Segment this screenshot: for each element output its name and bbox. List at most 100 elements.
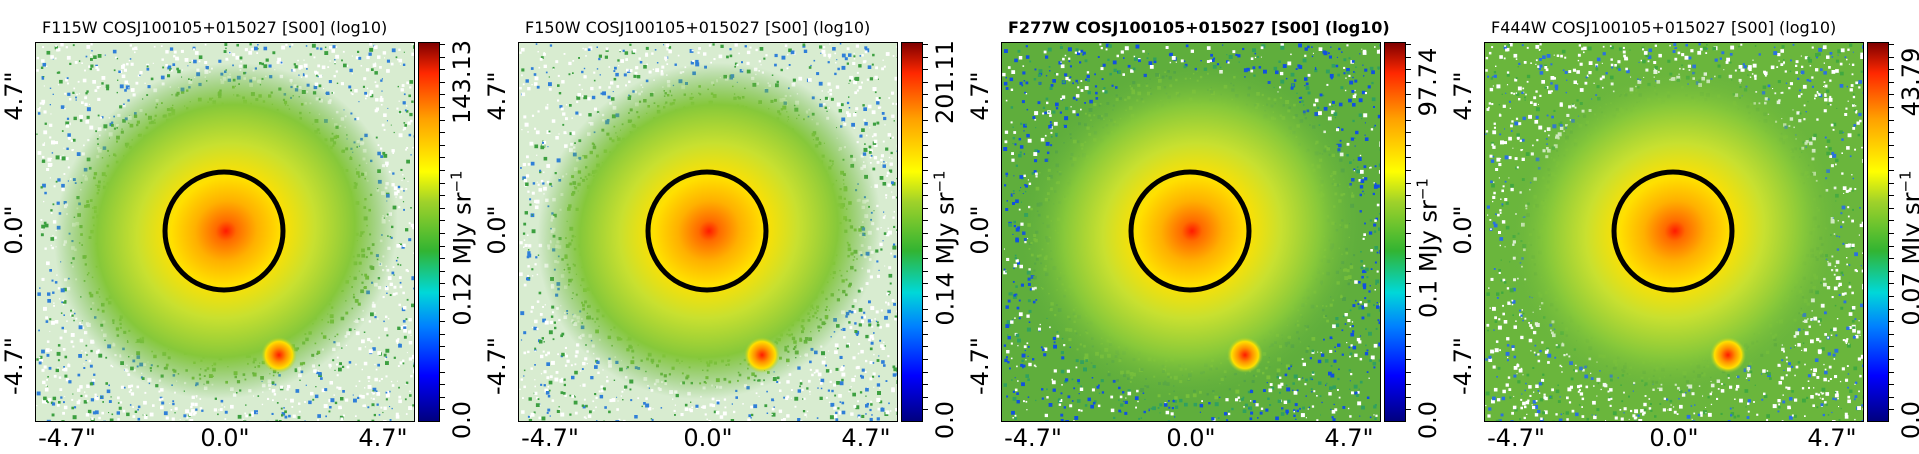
colorbar-tick (440, 245, 445, 247)
colorbar-tick (440, 220, 445, 222)
y-tick-label: 0.0" (1449, 205, 1477, 255)
colorbar-tick (923, 220, 928, 222)
colorbar-tick (1889, 94, 1894, 96)
colorbar-tick (1889, 308, 1894, 310)
colorbar-tick (440, 170, 445, 171)
colorbar-tick (1889, 207, 1894, 209)
colorbar-tick (1406, 81, 1411, 83)
y-tick-label: 4.7" (0, 71, 28, 121)
colorbar-tick (1889, 107, 1894, 108)
colorbar-tick (1406, 220, 1411, 222)
colorbar-tick (1889, 69, 1894, 71)
aperture-circle (162, 169, 286, 293)
colorbar-tick (1889, 396, 1894, 398)
colorbar-unit-label: 0.07 MJy sr−1 (1896, 170, 1919, 326)
colorbar-tick (440, 157, 445, 159)
y-tick-label: -4.7" (0, 337, 28, 395)
colorbar-max-label: 43.79 (1897, 47, 1919, 117)
y-tick-label: -4.7" (483, 337, 511, 395)
x-tick-label: -4.7" (521, 424, 579, 452)
colorbar-tick (1889, 56, 1894, 58)
colorbar-tick (923, 308, 928, 310)
colorbar-tick (1406, 119, 1411, 121)
x-tick-label: 4.7" (358, 424, 408, 452)
colorbar-tick (1889, 245, 1894, 247)
colorbar-tick (923, 245, 928, 247)
colorbar-tick (1889, 371, 1894, 373)
colorbar-tick (1406, 409, 1411, 411)
colorbar-tick (923, 132, 928, 134)
colorbar-tick (440, 107, 445, 108)
colorbar-tick (1889, 321, 1894, 323)
colorbar-tick (440, 132, 445, 134)
colorbar-tick (440, 119, 445, 121)
colorbar-min-label: 0.0 (931, 400, 959, 440)
colorbar-tick (923, 107, 928, 108)
galaxy-image (1484, 42, 1864, 422)
colorbar-tick (440, 371, 445, 373)
colorbar-tick (1406, 69, 1411, 71)
colorbar-tick (1406, 245, 1411, 247)
colorbar-tick (1406, 346, 1411, 348)
colorbar-tick (440, 296, 445, 297)
image-panel-3: F277W COSJ100105+015027 [S00] (log10) -4.… (966, 0, 1443, 454)
colorbar-tick (1889, 233, 1894, 234)
colorbar-tick (440, 270, 445, 272)
colorbar-tick (1889, 409, 1894, 411)
y-tick-label: 4.7" (483, 71, 511, 121)
colorbar-tick (923, 69, 928, 71)
galaxy-image (518, 42, 898, 422)
colorbar-max-label: 143.13 (448, 40, 476, 124)
colorbar-tick (1406, 195, 1411, 197)
colorbar-tick (923, 81, 928, 83)
colorbar-tick (440, 396, 445, 398)
x-tick-label: 4.7" (1324, 424, 1374, 452)
colorbar-tick (1406, 182, 1411, 184)
colorbar-tick (1889, 195, 1894, 197)
colorbar (1384, 42, 1406, 422)
colorbar-tick (1889, 220, 1894, 222)
colorbar-tick (440, 346, 445, 348)
colorbar-tick (923, 119, 928, 121)
colorbar-tick (923, 270, 928, 272)
colorbar-tick (440, 321, 445, 323)
colorbar-tick (1406, 359, 1411, 360)
panel-title: F277W COSJ100105+015027 [S00] (log10) (1008, 18, 1390, 37)
colorbar-tick (1406, 170, 1411, 171)
colorbar-tick (923, 371, 928, 373)
colorbar-tick (923, 333, 928, 335)
x-tick-label: 0.0" (683, 424, 733, 452)
colorbar-tick (1406, 371, 1411, 373)
colorbar-tick (440, 81, 445, 83)
x-tick-label: 0.0" (1166, 424, 1216, 452)
colorbar-tick (1889, 132, 1894, 134)
colorbar-tick (923, 195, 928, 197)
aperture-circle (645, 169, 769, 293)
y-tick-label: 4.7" (1449, 71, 1477, 121)
x-tick-label: -4.7" (38, 424, 96, 452)
colorbar-tick (1889, 157, 1894, 159)
x-tick-label: 0.0" (200, 424, 250, 452)
colorbar-tick (1406, 384, 1411, 386)
colorbar-tick (923, 359, 928, 360)
panel-title: F115W COSJ100105+015027 [S00] (log10) (42, 18, 388, 37)
colorbar-tick (1889, 296, 1894, 297)
colorbar-tick (1889, 346, 1894, 348)
colorbar-tick (440, 144, 445, 146)
colorbar-tick (440, 283, 445, 285)
colorbar-tick (1406, 233, 1411, 234)
colorbar-tick (1406, 94, 1411, 96)
colorbar-tick (440, 359, 445, 360)
colorbar-tick (440, 207, 445, 209)
colorbar-tick (923, 94, 928, 96)
colorbar-tick (1889, 359, 1894, 360)
colorbar-tick (440, 94, 445, 96)
colorbar-tick (440, 258, 445, 260)
colorbar-tick (440, 308, 445, 310)
y-tick-label: -4.7" (1449, 337, 1477, 395)
colorbar-tick (1889, 119, 1894, 121)
image-panel-1: F115W COSJ100105+015027 [S00] (log10) -4.… (0, 0, 477, 454)
x-tick-label: 4.7" (841, 424, 891, 452)
panel-title: F444W COSJ100105+015027 [S00] (log10) (1491, 18, 1837, 37)
x-tick-label: -4.7" (1004, 424, 1062, 452)
